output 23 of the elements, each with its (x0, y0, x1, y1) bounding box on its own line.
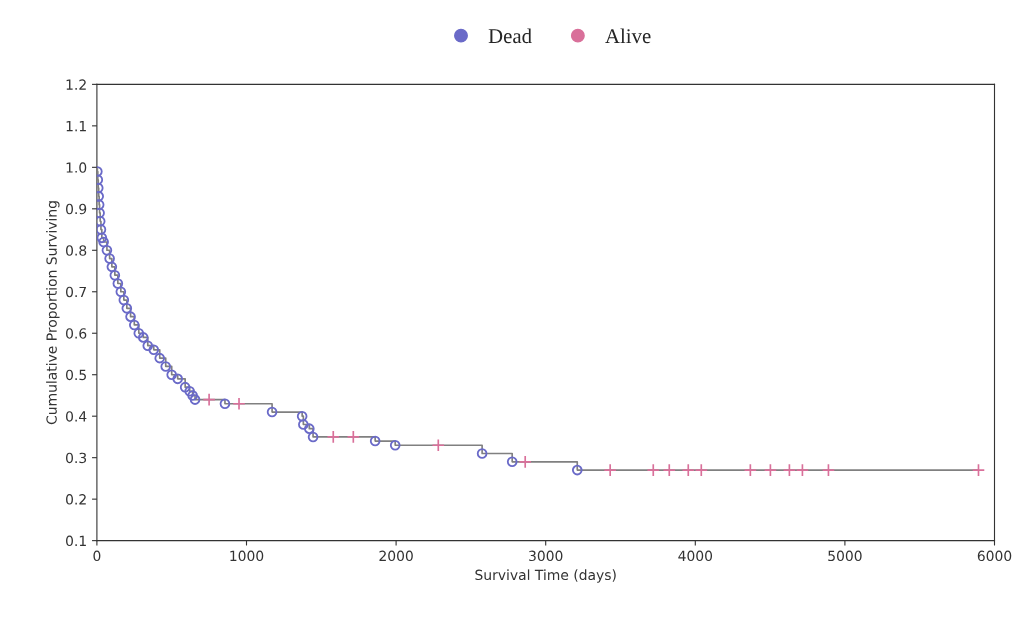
y-tick-label: 1.1 (66, 121, 86, 132)
y-tick-label: 1.0 (66, 162, 87, 173)
y-axis-title: Cumulative Proportion Surviving (46, 201, 60, 425)
x-tick-label: 2000 (379, 550, 413, 562)
y-tick-label: 1.2 (66, 79, 86, 90)
y-tick-label: 0.5 (66, 369, 86, 381)
x-tick-label: 6000 (977, 550, 1012, 562)
y-tick-label: 0.9 (66, 203, 87, 215)
y-tick-label: 0.8 (66, 245, 87, 256)
y-tick-label: 0.3 (66, 452, 87, 464)
x-tick-label: 0 (93, 550, 101, 562)
x-tick-label: 4000 (678, 550, 713, 562)
x-axis-title: Survival Time (days) (475, 569, 616, 583)
x-tick-label: 5000 (828, 550, 862, 562)
x-tick-label: 3000 (529, 550, 563, 562)
y-tick-label: 0.6 (66, 328, 87, 339)
y-tick-label: 0.7 (66, 286, 86, 298)
y-tick-label: 0.2 (66, 494, 86, 505)
y-tick-label: 0.4 (66, 411, 87, 422)
legend-label: Dead (488, 28, 532, 44)
y-tick-label: 0.1 (66, 535, 86, 547)
x-tick-label: 1000 (230, 550, 264, 562)
legend-label: Alive (605, 28, 651, 44)
